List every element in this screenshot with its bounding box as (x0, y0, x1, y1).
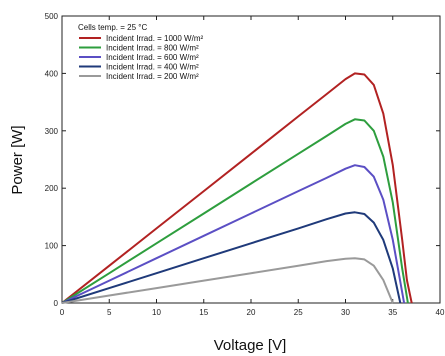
x-tick-label: 30 (341, 308, 350, 317)
legend-label: Incident Irrad. = 1000 W/m² (106, 34, 203, 43)
y-tick-label: 300 (45, 127, 59, 136)
x-tick-label: 25 (294, 308, 303, 317)
series-layer (61, 72, 413, 304)
legend-label: Incident Irrad. = 400 W/m² (106, 63, 199, 72)
y-axis-label: Power [W] (9, 125, 26, 194)
legend-title: Cells temp. = 25 °C (78, 23, 147, 32)
legend: Cells temp. = 25 °C Incident Irrad. = 10… (78, 23, 203, 81)
legend-label: Incident Irrad. = 200 W/m² (106, 72, 199, 81)
series-line-5 (61, 257, 394, 304)
x-tick-label: 15 (199, 308, 208, 317)
plot-frame (61, 15, 441, 304)
x-tick-label: 5 (107, 308, 112, 317)
legend-label: Incident Irrad. = 800 W/m² (106, 44, 199, 53)
series-line-3 (61, 164, 406, 304)
x-tick-label: 0 (60, 308, 65, 317)
series-line-4 (61, 211, 402, 304)
y-tick-label: 500 (45, 12, 59, 21)
legend-label: Incident Irrad. = 600 W/m² (106, 53, 199, 62)
y-tick-label: 100 (45, 242, 59, 251)
x-tick-label: 20 (247, 308, 256, 317)
x-tick-label: 35 (388, 308, 397, 317)
series-line-2 (61, 118, 409, 304)
x-tick-label: 40 (436, 308, 445, 317)
series-line-1 (61, 72, 413, 304)
x-tick-label: 10 (152, 308, 161, 317)
y-tick-label: 400 (45, 69, 59, 78)
y-tick-label: 200 (45, 184, 59, 193)
y-tick-label: 0 (54, 299, 59, 308)
x-axis-label: Voltage [V] (214, 337, 287, 354)
